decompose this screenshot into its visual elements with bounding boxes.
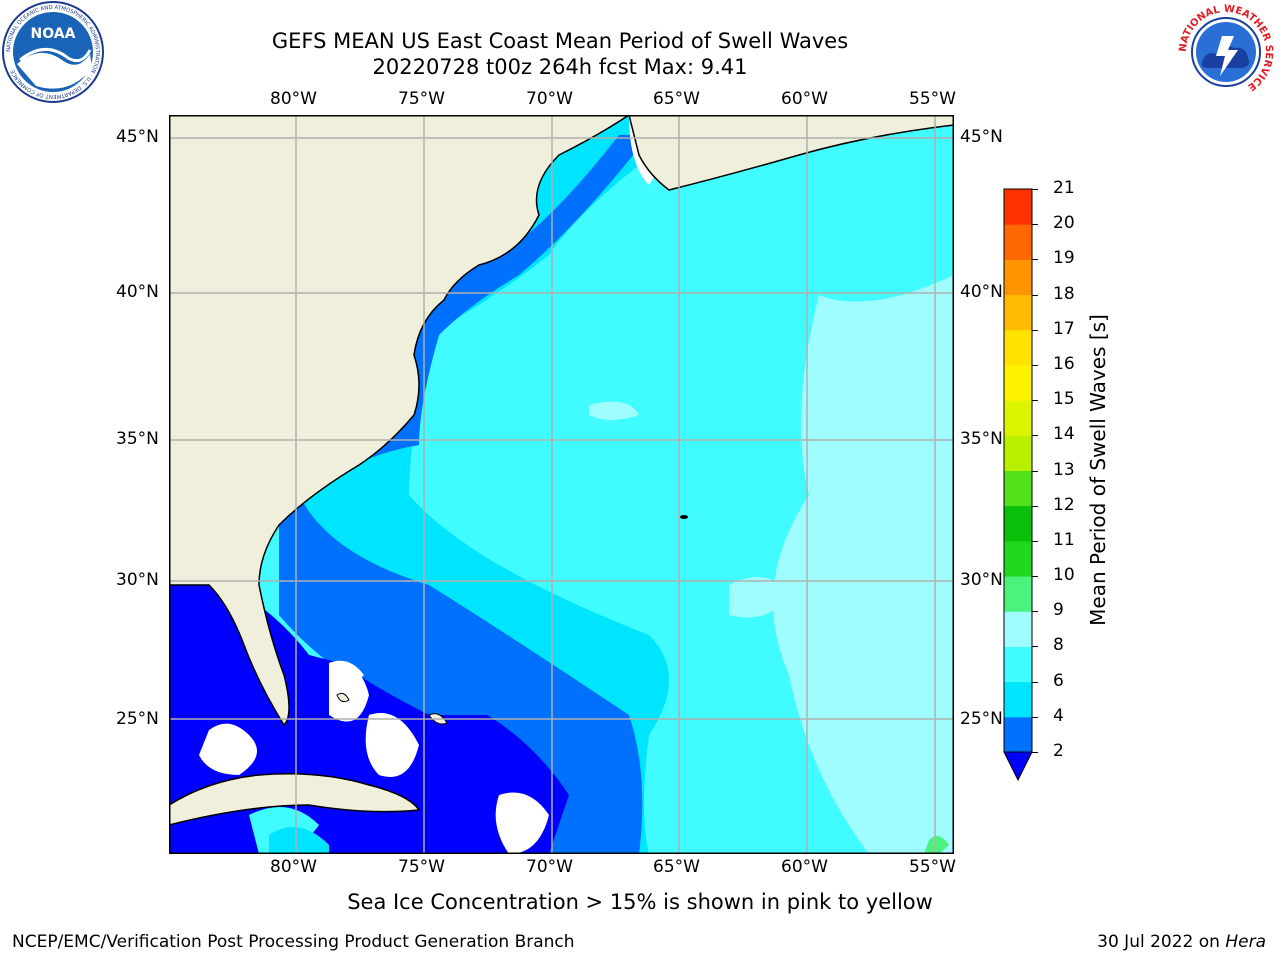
colorbar-tick-label: 9 [1053,600,1064,621]
colorbar-tick-label: 16 [1053,353,1075,374]
colorbar-tick-label: 13 [1053,459,1075,480]
lon-label-bottom-55w: 55°W [909,857,956,877]
colorbar-segment [1004,576,1032,612]
lon-label-top-80w: 80°W [270,89,317,109]
lon-label-bottom-75w: 75°W [398,857,445,877]
colorbar-segment [1004,259,1032,296]
colorbar-under-arrow [1003,751,1033,782]
colorbar-tick [1032,400,1038,402]
lon-label-top-70w: 70°W [526,89,573,109]
colorbar-tick [1032,716,1038,718]
lat-label-left-45n: 45°N [116,127,159,147]
colorbar-tick [1032,189,1038,190]
colorbar-tick [1032,646,1038,648]
colorbar-tick-label: 17 [1053,318,1075,339]
footer-date-text: 30 Jul 2022 on [1097,932,1226,952]
footer-date: 30 Jul 2022 on Hera [1097,932,1266,952]
colorbar-tick [1032,681,1038,683]
colorbar-tick-label: 15 [1053,389,1075,410]
chart-title: GEFS MEAN US East Coast Mean Period of S… [271,29,849,53]
noaa-logo-icon: NOAA NATIONAL OCEANIC AND ATMOSPHERIC AD… [2,1,104,103]
colorbar-tick-label: 18 [1053,283,1075,304]
colorbar-tick-label: 12 [1053,494,1075,515]
colorbar-segment [1004,224,1032,260]
colorbar-tick [1032,294,1038,296]
colorbar-tick [1032,576,1038,578]
colorbar-tick [1032,470,1038,472]
colorbar-segment [1004,716,1032,753]
colorbar-tick-label: 2 [1053,741,1064,761]
lon-label-bottom-70w: 70°W [526,857,573,877]
map-frame [169,115,954,854]
colorbar-segment [1004,294,1032,331]
lon-label-top-55w: 55°W [909,89,956,109]
colorbar-segment [1004,435,1032,471]
colorbar-tick [1032,435,1038,437]
lat-label-left-25n: 25°N [116,709,159,729]
colorbar-segment [1004,505,1032,542]
colorbar-tick-label: 6 [1053,670,1064,691]
footer-credit: NCEP/EMC/Verification Post Processing Pr… [12,932,575,952]
cuba-land [169,773,421,826]
us-east-coast-land [169,115,631,727]
colorbar-tick-label: 19 [1053,248,1075,269]
colorbar-tick [1032,611,1038,613]
lat-label-right-35n: 35°N [960,429,1003,449]
colorbar [1003,188,1033,782]
colorbar-segment [1004,400,1032,436]
colorbar-tick [1032,259,1038,261]
lat-label-right-30n: 30°N [960,570,1003,590]
colorbar-tick [1032,364,1038,366]
bermuda-island [680,515,688,519]
colorbar-tick [1032,505,1038,507]
colorbar-tick-label: 20 [1053,213,1075,234]
colorbar-segment [1004,540,1032,577]
footer-machine: Hera [1225,932,1266,952]
colorbar-tick [1032,540,1038,542]
colorbar-tick [1032,329,1038,331]
sea-ice-note: Sea Ice Concentration > 15% is shown in … [347,890,933,914]
colorbar-segment [1004,681,1032,718]
colorbar-tick-label: 21 [1053,178,1075,198]
map-gridlines [169,115,954,854]
colorbar-segment [1004,611,1032,647]
contour-8-9s [773,275,954,854]
colorbar-tick-label: 8 [1053,635,1064,656]
colorbar-segments [1003,188,1033,753]
colorbar-segment [1004,470,1032,507]
canada-maritimes-land [628,115,954,191]
lon-label-bottom-80w: 80°W [270,857,317,877]
chart-subtitle: 20220728 t00z 264h fcst Max: 9.41 [372,55,748,79]
colorbar-tick-label: 4 [1053,705,1064,726]
lon-label-top-75w: 75°W [398,89,445,109]
colorbar-segment [1004,329,1032,366]
nws-logo-icon: NATIONAL WEATHER SERVICE [1178,4,1274,100]
noaa-logo-text: NOAA [31,26,76,42]
lon-label-top-65w: 65°W [653,89,700,109]
swell-period-map [169,115,954,854]
colorbar-tick-label: 14 [1053,424,1075,445]
lat-label-right-40n: 40°N [960,282,1003,302]
lat-label-left-40n: 40°N [116,282,159,302]
no-data-area [199,723,257,775]
colorbar-segment [1004,646,1032,683]
lat-label-right-45n: 45°N [960,127,1003,147]
colorbar-title: Mean Period of Swell Waves [s] [1086,314,1110,626]
lat-label-right-25n: 25°N [960,709,1003,729]
lat-label-left-30n: 30°N [116,570,159,590]
colorbar-tick-label: 11 [1053,529,1075,550]
colorbar-tick [1032,752,1038,753]
colorbar-segment [1004,364,1032,401]
lon-label-top-60w: 60°W [781,89,828,109]
lon-label-bottom-65w: 65°W [653,857,700,877]
lat-label-left-35n: 35°N [116,429,159,449]
colorbar-segment [1004,189,1032,225]
lon-label-bottom-60w: 60°W [781,857,828,877]
colorbar-tick [1032,224,1038,226]
colorbar-tick-label: 10 [1053,565,1075,586]
